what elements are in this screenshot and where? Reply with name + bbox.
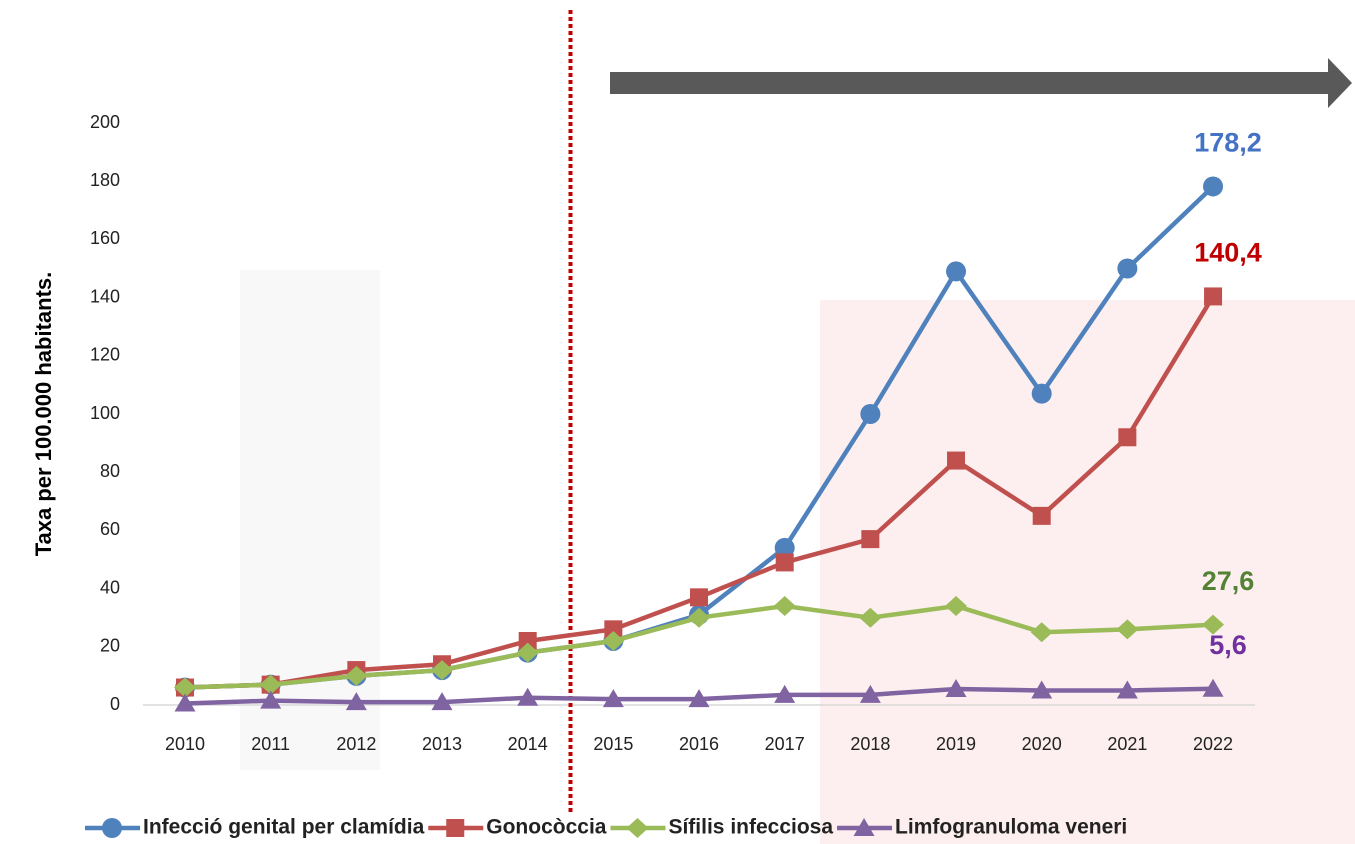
background-shape — [820, 300, 1355, 844]
data-point — [774, 684, 796, 703]
legend-marker — [626, 818, 649, 838]
data-point — [1116, 680, 1138, 699]
value-label: 5,6 — [1209, 630, 1247, 660]
background-shape — [240, 270, 380, 770]
legend-label: Gonocòccia — [486, 816, 607, 839]
data-point — [774, 537, 795, 558]
data-point — [259, 674, 282, 695]
arrow-shaft — [610, 72, 1330, 94]
data-point — [1117, 258, 1138, 279]
y-tick-label: 200 — [90, 112, 120, 132]
data-point — [945, 596, 968, 617]
data-point — [1031, 680, 1053, 699]
legend-label: Infecció genital per clamídia — [143, 816, 425, 839]
data-point — [1202, 678, 1224, 697]
y-tick-label: 180 — [90, 170, 120, 190]
data-point — [431, 660, 454, 681]
data-point — [345, 665, 368, 686]
data-point — [1032, 506, 1051, 525]
data-point — [174, 677, 196, 698]
y-tick-label: 100 — [90, 403, 120, 423]
data-point — [859, 684, 881, 703]
value-label: 178,2 — [1194, 128, 1262, 158]
data-point — [345, 692, 367, 711]
y-tick-label: 140 — [90, 286, 120, 306]
data-point — [775, 553, 794, 572]
data-point — [690, 588, 709, 607]
x-tick-label: 2021 — [1107, 734, 1147, 754]
x-tick-label: 2017 — [765, 734, 805, 754]
data-point — [1202, 614, 1225, 635]
x-tick-label: 2013 — [422, 734, 462, 754]
legend-marker — [446, 819, 465, 837]
data-point — [1203, 176, 1224, 197]
legend-label: Limfogranuloma veneri — [895, 816, 1127, 839]
data-point — [945, 678, 967, 697]
data-point — [688, 607, 711, 628]
data-point — [860, 404, 881, 424]
y-tick-label: 160 — [90, 228, 120, 248]
data-point — [516, 642, 539, 663]
value-label: 27,6 — [1202, 566, 1255, 596]
arrow-head — [1328, 58, 1352, 108]
y-axis-label: Taxa per 100.000 habitants. — [31, 272, 56, 557]
x-tick-label: 2011 — [251, 734, 290, 754]
x-tick-label: 2022 — [1193, 734, 1233, 754]
y-tick-label: 20 — [100, 636, 120, 656]
x-tick-label: 2020 — [1022, 734, 1062, 754]
data-point — [1204, 287, 1223, 306]
y-tick-label: 120 — [90, 345, 120, 365]
data-point — [1118, 428, 1137, 447]
data-point — [861, 530, 880, 549]
x-tick-label: 2010 — [165, 734, 205, 754]
data-point — [517, 687, 539, 706]
data-point — [174, 693, 196, 712]
value-label: 140,4 — [1194, 238, 1262, 268]
data-point — [946, 261, 967, 282]
legend-marker — [102, 818, 122, 838]
legend-marker — [853, 818, 875, 836]
x-tick-label: 2015 — [593, 734, 633, 754]
x-tick-label: 2016 — [679, 734, 719, 754]
x-tick-label: 2012 — [336, 734, 376, 754]
x-tick-label: 2014 — [508, 734, 548, 754]
data-point — [1116, 619, 1139, 640]
data-point — [773, 596, 796, 617]
data-point — [947, 451, 966, 470]
data-point — [604, 620, 623, 639]
data-point — [1031, 383, 1052, 404]
data-point — [602, 689, 624, 708]
data-point — [431, 692, 453, 711]
data-point — [260, 690, 282, 709]
data-point — [1030, 622, 1053, 643]
x-tick-label: 2019 — [936, 734, 976, 754]
y-tick-label: 80 — [100, 461, 120, 481]
legend-label: Sífilis infecciosa — [668, 816, 833, 839]
y-tick-label: 0 — [110, 694, 120, 714]
x-tick-label: 2018 — [850, 734, 890, 754]
data-point — [688, 689, 710, 708]
y-tick-label: 40 — [100, 577, 120, 597]
data-point — [859, 607, 882, 628]
y-tick-label: 60 — [100, 519, 120, 539]
data-point — [518, 631, 537, 650]
data-point — [602, 630, 625, 651]
